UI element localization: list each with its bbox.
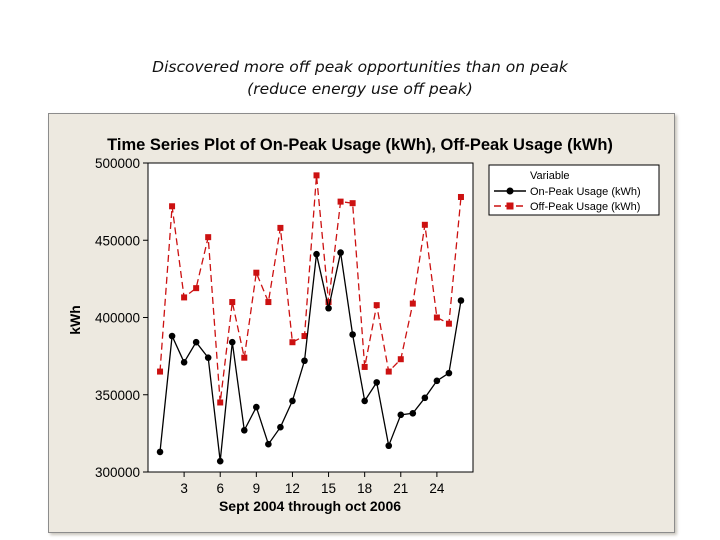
data-point-on-peak (180, 359, 188, 366)
data-point-on-peak (216, 457, 224, 465)
data-point-off-peak (349, 200, 356, 207)
data-point-on-peak (156, 448, 164, 456)
data-point-on-peak (445, 369, 453, 377)
data-point-off-peak (373, 302, 380, 309)
x-tick-label: 6 (216, 481, 224, 496)
legend-title: Variable (530, 170, 570, 182)
series-line-off-peak (159, 175, 462, 403)
x-tick-label: 15 (321, 481, 336, 496)
chart-title: Time Series Plot of On-Peak Usage (kWh),… (107, 136, 613, 154)
data-point-off-peak (205, 234, 212, 241)
data-point-on-peak (240, 426, 248, 434)
data-point-off-peak (277, 224, 284, 231)
plot-area (147, 162, 474, 473)
x-axis-label: Sept 2004 through oct 2006 (219, 498, 401, 514)
x-tick-label: 24 (429, 481, 445, 496)
legend-label-off-peak: Off-Peak Usage (kWh) (530, 201, 640, 213)
data-point-off-peak (445, 320, 452, 327)
legend-label-on-peak: On-Peak Usage (kWh) (530, 186, 641, 198)
x-tick-label: 3 (180, 481, 188, 496)
legend-marker-on-peak (506, 187, 514, 195)
x-tick-label: 12 (285, 481, 300, 496)
data-point-off-peak (169, 203, 176, 210)
data-point-on-peak (397, 411, 405, 419)
data-point-off-peak (397, 356, 404, 363)
data-point-off-peak (457, 193, 464, 200)
data-point-on-peak (265, 440, 272, 448)
data-point-off-peak (325, 299, 332, 306)
x-tick-label: 18 (357, 481, 372, 496)
data-point-off-peak (433, 314, 440, 321)
y-tick-label: 500000 (95, 156, 140, 171)
slide-caption-line-1: Discovered more off peak opportunities t… (152, 58, 568, 76)
y-tick-label: 300000 (95, 465, 140, 480)
slide-caption-line-2: (reduce energy use off peak) (247, 80, 473, 98)
y-tick-label: 400000 (95, 311, 140, 326)
data-point-on-peak (409, 409, 417, 417)
data-point-off-peak (181, 294, 188, 301)
data-point-off-peak (313, 172, 320, 179)
data-point-on-peak (337, 249, 344, 256)
series-layer (156, 172, 465, 465)
data-point-off-peak (385, 368, 392, 375)
data-point-on-peak (385, 442, 393, 450)
data-point-off-peak (157, 368, 164, 375)
data-point-on-peak (192, 338, 200, 346)
data-point-on-peak (301, 357, 308, 365)
data-point-on-peak (433, 377, 441, 385)
data-point-off-peak (193, 285, 200, 292)
data-point-off-peak (265, 299, 272, 306)
legend-marker-off-peak (506, 202, 514, 210)
x-tick-label: 9 (253, 481, 261, 496)
data-point-off-peak (409, 300, 416, 307)
data-point-off-peak (337, 198, 344, 205)
data-point-on-peak (361, 397, 368, 405)
data-point-off-peak (253, 269, 260, 276)
y-tick-label: 450000 (95, 233, 140, 248)
legend: Variable On-Peak Usage (kWh) Off-Peak Us… (488, 164, 660, 216)
data-point-on-peak (325, 304, 332, 312)
data-point-on-peak (421, 394, 429, 402)
data-point-off-peak (229, 299, 236, 306)
data-point-on-peak (373, 379, 381, 386)
data-point-off-peak (421, 221, 428, 228)
x-tick-label: 21 (393, 481, 408, 496)
data-point-off-peak (241, 354, 248, 361)
data-point-off-peak (361, 363, 368, 370)
data-point-on-peak (313, 250, 320, 258)
data-point-on-peak (253, 403, 260, 411)
data-point-off-peak (217, 399, 224, 406)
data-point-on-peak (289, 397, 296, 405)
data-point-on-peak (228, 338, 236, 346)
y-axis-label: kWh (67, 305, 83, 335)
data-point-on-peak (204, 354, 212, 361)
axes: 300000 350000 400000 450000 500000 3 6 9 12 15 18 2… (95, 156, 445, 496)
y-tick-label: 350000 (95, 388, 140, 403)
data-point-off-peak (301, 333, 308, 340)
data-point-on-peak (277, 423, 284, 431)
data-point-on-peak (168, 332, 176, 340)
data-point-on-peak (457, 297, 465, 304)
data-point-on-peak (349, 331, 356, 338)
data-point-off-peak (289, 339, 296, 346)
